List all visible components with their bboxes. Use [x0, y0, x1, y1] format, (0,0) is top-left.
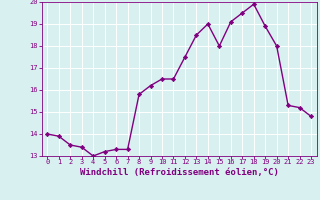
X-axis label: Windchill (Refroidissement éolien,°C): Windchill (Refroidissement éolien,°C)	[80, 168, 279, 177]
